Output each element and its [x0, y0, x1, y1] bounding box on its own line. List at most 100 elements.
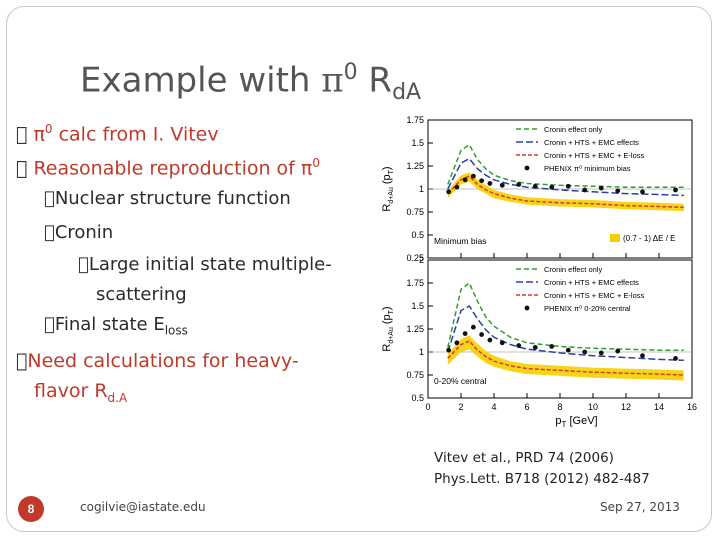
- bullet-2-pi: π: [300, 157, 313, 180]
- data-point: [499, 182, 505, 188]
- data-point: [615, 188, 621, 194]
- y-tick-label: 1: [419, 184, 424, 194]
- bullet-3:  Nuclear structure function: [44, 188, 291, 209]
- x-axis-label-unit: [GeV]: [566, 415, 597, 427]
- y-tick-label: 0.5: [411, 230, 424, 240]
- y-tick-label: 1.75: [406, 115, 424, 125]
- data-point: [673, 187, 678, 193]
- x-tick-label: 16: [687, 402, 697, 412]
- panel-annotation: Minimum bias: [434, 236, 486, 246]
- data-point: [582, 349, 588, 355]
- bullet-2-sup: 0: [312, 156, 321, 170]
- band-legend-label: (0.7 - 1) ΔE / E: [623, 234, 675, 243]
- y-axis-label-paren-sub: T: [388, 309, 395, 314]
- citation-line-1: Vitev et al., PRD 74 (2006): [434, 450, 614, 466]
- data-point: [516, 182, 522, 187]
- data-point: [615, 348, 621, 354]
- data-point: [487, 181, 493, 186]
- x-tick-label: 10: [588, 402, 598, 412]
- y-axis-label-close: ): [381, 166, 393, 170]
- bullet-mark:  : [16, 350, 28, 372]
- raa-figure: 1.75 1.5 1.25 1 0.75 0.5 0.25 Rd+Au(pT) Cronin e…: [372, 108, 702, 433]
- legend-label: PHENIX π⁰ minimum bias: [544, 164, 631, 173]
- slide-title: Example with π0 RdA: [80, 60, 421, 105]
- x-tick-label: 4: [491, 402, 496, 412]
- data-point: [549, 344, 555, 349]
- x-tick-label: 14: [654, 402, 664, 412]
- data-point: [462, 331, 468, 336]
- data-point: [582, 187, 588, 193]
- data-point: [565, 183, 571, 189]
- legend-label: Cronin + HTS + EMC effects: [544, 138, 639, 147]
- bullet-5:  Large initial state multiple-: [78, 254, 332, 275]
- data-point: [549, 184, 555, 190]
- data-point: [640, 353, 645, 359]
- series-curve-3: [447, 175, 684, 209]
- bullet-2:   Reasonable reproduction of π0: [16, 156, 320, 179]
- data-point: [598, 185, 604, 191]
- title-text: Example with: [80, 60, 322, 101]
- bullet-4:  Cronin: [44, 222, 113, 243]
- y-axis-label-close: ): [381, 306, 393, 310]
- data-point: [454, 340, 460, 346]
- legend-label: Cronin effect only: [544, 125, 602, 134]
- title-pi: π: [321, 60, 344, 101]
- bullet-5-cont: scattering: [96, 284, 187, 305]
- bullet-6-text: Final state E: [54, 314, 165, 335]
- series-curve-1: [447, 143, 684, 188]
- footer-email: cogilvie@iastate.edu: [80, 500, 206, 514]
- y-axis-label-paren-sub: T: [388, 169, 395, 174]
- bullet-7-text2: flavor R: [34, 380, 108, 402]
- y-tick-label: 1.5: [411, 301, 424, 311]
- bullet-5-text2: scattering: [96, 284, 187, 305]
- bullet-2-text: Reasonable reproduction of: [33, 157, 301, 180]
- page-number: 8: [18, 496, 44, 522]
- legend-label: PHENIX π⁰ 0-20% central: [544, 304, 631, 313]
- bullet-6-sub: loss: [164, 323, 188, 338]
- series-curve-2: [447, 157, 684, 197]
- bullet-7:  Need calculations for heavy-: [16, 350, 299, 372]
- y-tick-label: 1.25: [406, 324, 424, 334]
- y-tick-label: 1.25: [406, 161, 424, 171]
- data-point: [446, 189, 452, 195]
- x-tick-label: 6: [524, 402, 529, 412]
- data-point: [446, 347, 452, 353]
- bullet-mark:  : [16, 123, 28, 146]
- title-sub: dA: [392, 80, 422, 106]
- data-point: [470, 173, 476, 179]
- bullet-6:  Final state Eloss: [44, 314, 188, 338]
- y-axis-label-sub: d+Au: [388, 187, 395, 204]
- bullet-1-sup: 0: [44, 122, 53, 136]
- x-tick-label: 8: [557, 402, 562, 412]
- y-axis-label-paren: (p: [381, 314, 393, 324]
- data-point: [487, 337, 493, 343]
- y-tick-label: 1.75: [406, 278, 424, 288]
- legend-swatch: [524, 305, 530, 311]
- y-tick-label: 2: [419, 255, 424, 265]
- bullet-mark:  : [16, 157, 28, 180]
- legend-label: Cronin + HTS + EMC + E-loss: [544, 151, 644, 160]
- data-point: [470, 324, 476, 330]
- data-point: [532, 345, 538, 350]
- y-tick-label: 0.25: [406, 253, 424, 263]
- panel-annotation: 0-20% central: [434, 376, 487, 386]
- panel-2: 2 1.75 1.5 1.25 1 0.75 0.50 2 4 6 8 10 12 14 16 pT [GeV…: [381, 255, 697, 429]
- bullet-mark:  : [44, 222, 55, 243]
- y-tick-label: 0.5: [411, 393, 424, 403]
- bullet-1:   π0 calc from I. Vitev: [16, 122, 219, 145]
- y-tick-label: 0.75: [406, 207, 424, 217]
- bullet-5-text1: Large initial state multiple-: [88, 254, 332, 275]
- x-axis-label: pT [GeV]: [555, 415, 597, 428]
- legend-swatch: [524, 165, 530, 171]
- citation-line-2: Phys.Lett. B718 (2012) 482-487: [434, 471, 650, 487]
- legend-label: Cronin + HTS + EMC effects: [544, 278, 639, 287]
- data-point: [532, 183, 538, 189]
- eloss-band: [447, 335, 684, 381]
- x-tick-label: 12: [621, 402, 631, 412]
- series-curve-1: [447, 281, 684, 351]
- bullet-4-text: Cronin: [54, 222, 114, 243]
- data-point: [454, 184, 460, 190]
- data-point: [565, 347, 571, 353]
